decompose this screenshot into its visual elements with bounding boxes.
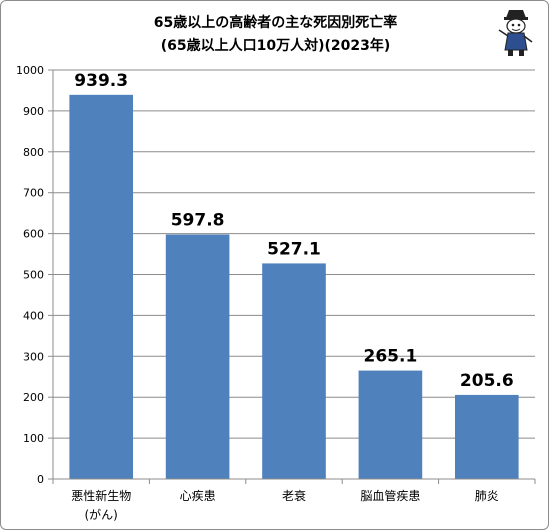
- chart-subtitle: (65歳以上人口10万人対)(2023年): [160, 38, 391, 54]
- data-label: 527.1: [267, 239, 321, 259]
- bar: [358, 370, 423, 479]
- x-tick-label: 心疾患: [180, 488, 216, 503]
- y-tick-label: 900: [23, 105, 44, 118]
- bar: [454, 394, 519, 479]
- data-label: 939.3: [74, 71, 128, 91]
- x-tick-label: 悪性新生物: [71, 488, 131, 503]
- y-tick-label: 500: [23, 269, 44, 282]
- y-tick-label: 600: [23, 228, 44, 241]
- data-label: 597.8: [171, 210, 225, 230]
- y-tick-label: 100: [23, 432, 44, 445]
- bar: [165, 234, 230, 479]
- x-tick-label: 肺炎: [475, 489, 499, 503]
- bar: [69, 94, 134, 480]
- y-tick-label: 400: [23, 309, 44, 322]
- x-tick-label: (がん): [85, 507, 118, 522]
- x-tick-label: 老衰: [282, 488, 306, 503]
- data-label: 205.6: [460, 371, 514, 391]
- y-tick-label: 1000: [16, 64, 44, 77]
- y-tick-label: 0: [37, 473, 44, 486]
- data-label: 265.1: [364, 347, 418, 367]
- x-tick-label: 脳血管疾患: [360, 488, 420, 503]
- y-tick-label: 300: [23, 350, 44, 363]
- mascot-logo-icon: [498, 10, 533, 56]
- y-tick-label: 800: [23, 146, 44, 159]
- y-tick-label: 200: [23, 391, 44, 404]
- bar: [262, 263, 326, 479]
- chart-title: 65歳以上の高齢者の主な死因別死亡率: [153, 15, 398, 31]
- y-tick-label: 700: [23, 187, 44, 200]
